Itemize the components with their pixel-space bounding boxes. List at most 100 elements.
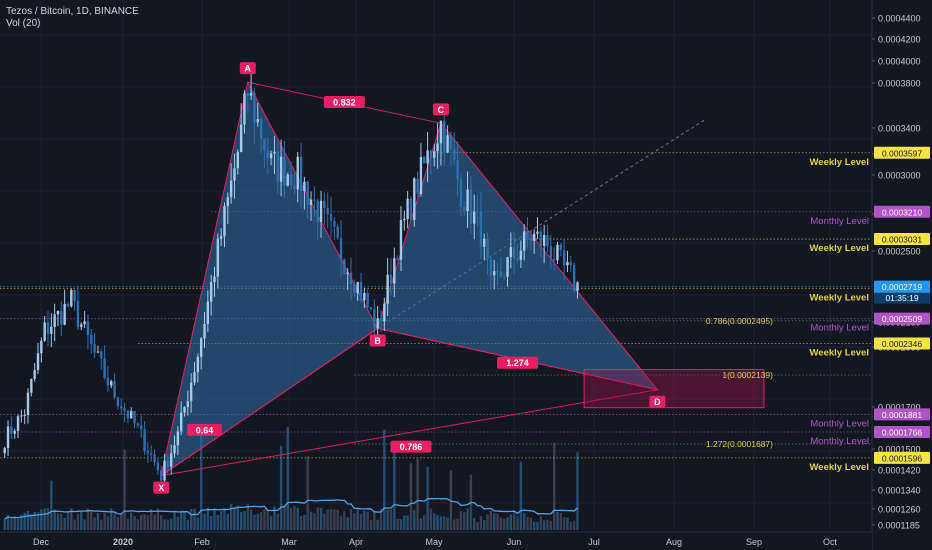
volume-bar [313,513,316,530]
volume-bar [46,508,50,530]
volume-bar [413,510,416,530]
symbol-title[interactable]: Tezos / Bitcoin, 1D, BINANCE [6,6,139,17]
volume-bar [226,514,230,530]
volume-bar [463,511,466,530]
level-label: Monthly Level [810,323,869,334]
candle-body [503,276,506,278]
candle-body [253,93,256,123]
candle-body [419,157,423,195]
candle-body [386,274,389,304]
price-axis[interactable]: 0.0004400 0.0004200 0.0004000 0.0003800 0.00… [871,0,932,550]
candle-body [13,430,16,434]
candle-body [30,378,33,393]
candle-body [463,207,466,212]
volume-bar [393,444,396,530]
level-price-tag-text: 0.0002509 [882,314,922,324]
volume-bar [106,516,110,530]
candle-body [529,238,533,242]
volume-bar [189,509,193,530]
candle-body [196,356,200,373]
volume-bar [43,508,46,530]
candle-body [259,119,263,140]
volume-bar [542,520,546,530]
candle-body [326,207,329,215]
candle-body [103,358,106,378]
time-tick-label: Mar [281,537,297,547]
level-label: Monthly Level [810,216,869,227]
price-tick-label: 0.0004400 [878,14,921,24]
candle-body [542,235,546,247]
candle-body [273,151,276,154]
level-price-tag-text: 0.0001766 [882,427,922,437]
candle-body [56,310,60,315]
volume-bar [489,510,493,530]
candle-body [6,426,10,449]
volume-bar [566,517,569,530]
candle-body [489,259,493,276]
candle-body [576,282,579,291]
level-price-tag [874,312,930,325]
volume-bar [423,515,426,530]
volume-bar [419,518,423,530]
volume-bar [319,507,323,530]
volume-bar [326,509,329,530]
price-tick-label: 0.0001185 [878,521,920,531]
candle-body [309,199,313,205]
volume-indicator-label[interactable]: Vol (20) [6,18,41,29]
volume-bar [389,508,393,530]
volume-bar [333,509,336,530]
candle-body [229,180,233,198]
volume-bar [80,511,83,530]
candle-body [279,156,283,182]
candle-body [123,408,126,411]
level-label: Weekly Level [809,292,869,303]
volume-bar [276,513,279,530]
candle-body [403,218,406,221]
candle-body [483,238,486,247]
volume-bar [143,513,146,530]
candle-body [496,271,499,273]
candle-body [246,93,249,96]
candle-body [269,153,273,159]
pattern-point-label: A [245,64,252,74]
level-price-tag [874,451,930,464]
candle-body [473,211,476,224]
volume-bar [532,521,536,530]
candles [3,71,579,487]
candle-body [572,264,576,291]
volume-bar [363,510,366,530]
volume-bar [196,517,200,530]
level-label: Monthly Level [810,436,869,447]
volume-bar [293,505,296,530]
candle-body [43,322,46,341]
volume-bar [233,507,236,530]
candle-body [236,152,239,169]
candle-body [506,257,509,277]
pattern-overlay[interactable]: X A B C D 0.64 0.832 1.274 0.786 [153,62,765,494]
volume-bar [249,509,253,530]
volume-moving-average-line [4,497,578,520]
volume-bar [456,518,459,530]
volume-bar [73,519,76,530]
candle-body [323,200,326,208]
candle-body [116,397,120,407]
volume-bar [123,449,126,530]
candle-body [170,453,173,467]
candle-body [459,179,463,208]
candle-body [203,324,206,339]
candle-body [249,93,253,96]
volume-bar [96,513,100,530]
volume-bar [443,516,446,530]
volume-bar [336,509,339,530]
time-tick-label: Dec [33,537,50,547]
candle-body [546,235,549,247]
volume-bar [516,515,519,530]
fib-label: 1(0.0002139) [722,370,773,380]
candle-body [512,247,516,259]
time-axis[interactable]: Dec 2020 Feb Mar Apr May Jun Jul Aug Sep Oct [0,531,872,550]
candle-body [289,174,293,186]
volume-bar [549,520,553,530]
ratio-label: 0.64 [196,425,214,435]
volume-bar [193,508,196,530]
